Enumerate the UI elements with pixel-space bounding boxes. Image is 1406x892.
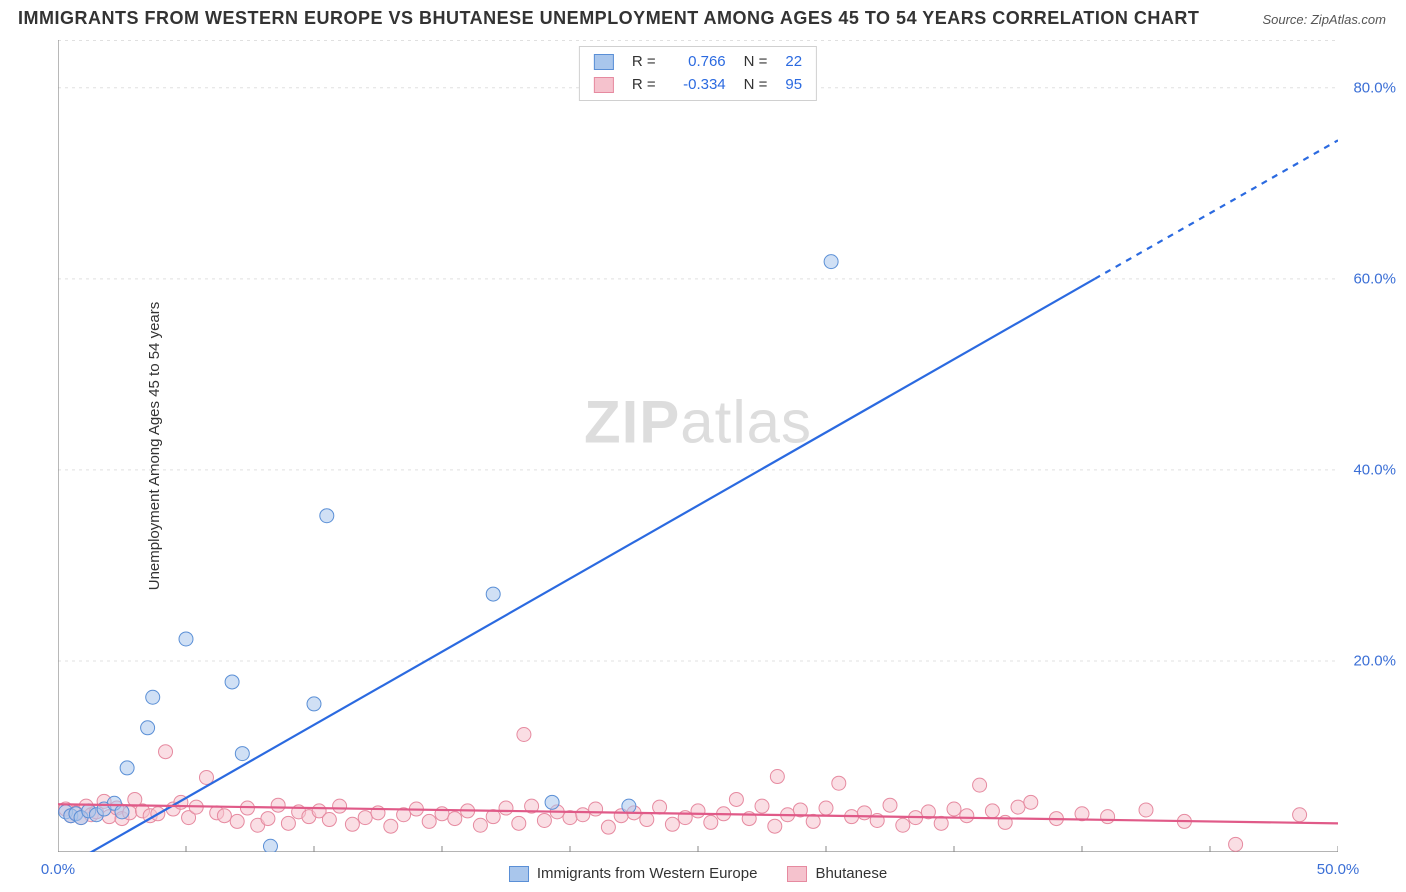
legend-series-item: Bhutanese	[787, 865, 887, 882]
legend-swatch	[787, 866, 807, 882]
y-tick-label: 80.0%	[1353, 79, 1396, 96]
legend-r-label: R =	[632, 74, 656, 97]
legend-swatch	[594, 54, 614, 70]
y-tick-label: 20.0%	[1353, 652, 1396, 669]
legend-series-label: Bhutanese	[815, 865, 887, 882]
legend-n-label: N =	[744, 51, 768, 74]
legend-stats: R = 0.766 N = 22 R = -0.334 N = 95	[579, 46, 817, 101]
scatter-plot	[58, 40, 1338, 852]
legend-series: Immigrants from Western Europe Bhutanese	[58, 865, 1338, 882]
legend-stats-row: R = -0.334 N = 95	[594, 74, 802, 97]
legend-series-item: Immigrants from Western Europe	[509, 865, 758, 882]
y-tick-label: 60.0%	[1353, 270, 1396, 287]
x-tick-label: 50.0%	[1317, 861, 1360, 878]
chart-area: ZIPatlas R =0.766N =22R =-0.334N =95 Imm…	[58, 40, 1338, 852]
legend-swatch	[594, 77, 614, 93]
legend-n-value: 95	[785, 74, 802, 97]
source-value: ZipAtlas.com	[1311, 12, 1386, 27]
y-tick-label: 40.0%	[1353, 461, 1396, 478]
source-label: Source: ZipAtlas.com	[1262, 12, 1386, 27]
legend-series-label: Immigrants from Western Europe	[537, 865, 758, 882]
legend-r-value: 0.766	[674, 51, 726, 74]
legend-n-value: 22	[785, 51, 802, 74]
legend-swatch	[509, 866, 529, 882]
chart-title: IMMIGRANTS FROM WESTERN EUROPE VS BHUTAN…	[18, 8, 1199, 29]
legend-n-label: N =	[744, 74, 768, 97]
x-tick-label: 0.0%	[41, 861, 75, 878]
source-prefix: Source:	[1262, 12, 1310, 27]
legend-r-label: R =	[632, 51, 656, 74]
legend-stats-row: R = 0.766 N = 22	[594, 51, 802, 74]
legend-r-value: -0.334	[674, 74, 726, 97]
